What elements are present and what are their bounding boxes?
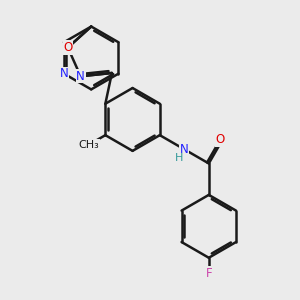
Text: O: O: [63, 41, 73, 54]
Text: N: N: [60, 67, 68, 80]
Text: O: O: [215, 133, 224, 146]
Text: F: F: [206, 267, 212, 280]
Text: N: N: [76, 70, 85, 83]
Text: H: H: [175, 153, 183, 163]
Text: N: N: [180, 143, 189, 156]
Text: CH₃: CH₃: [79, 140, 99, 150]
